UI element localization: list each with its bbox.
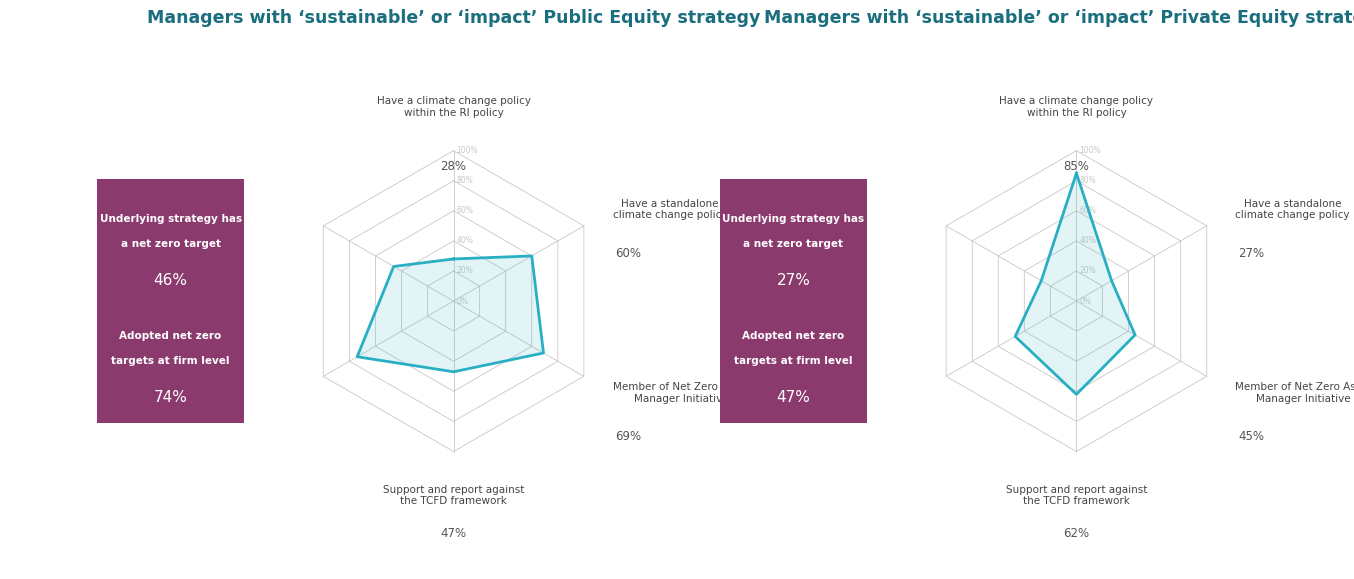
Text: Member of Net Zero Asset
Manager Initiative: Member of Net Zero Asset Manager Initiat… [612, 382, 749, 404]
Text: 74%: 74% [153, 390, 188, 405]
Text: 60%: 60% [1079, 206, 1097, 215]
Text: Have a standalone
climate change policy: Have a standalone climate change policy [612, 199, 727, 220]
Text: Managers with ‘sustainable’ or ‘impact’ Private Equity strategy: Managers with ‘sustainable’ or ‘impact’ … [765, 9, 1354, 27]
Text: 28%: 28% [440, 160, 467, 173]
Text: 80%: 80% [456, 176, 474, 185]
Text: 85%: 85% [1063, 160, 1090, 173]
Polygon shape [1016, 173, 1135, 394]
Text: 100%: 100% [456, 146, 478, 155]
Text: 45%: 45% [1239, 430, 1265, 444]
Text: Underlying strategy has: Underlying strategy has [100, 214, 241, 225]
Text: Have a standalone
climate change policy: Have a standalone climate change policy [1235, 199, 1350, 220]
Text: Adopted net zero: Adopted net zero [742, 331, 845, 342]
Text: Support and report against
the TCFD framework: Support and report against the TCFD fram… [1006, 485, 1147, 506]
Text: 60%: 60% [616, 247, 642, 260]
Text: 60%: 60% [456, 206, 474, 215]
Text: 27%: 27% [776, 273, 811, 288]
Text: targets at firm level: targets at firm level [734, 356, 853, 366]
Text: 69%: 69% [616, 430, 642, 444]
Text: Have a climate change policy
within the RI policy: Have a climate change policy within the … [376, 96, 531, 118]
Text: Member of Net Zero Asset
Manager Initiative: Member of Net Zero Asset Manager Initiat… [1235, 382, 1354, 404]
Text: Adopted net zero: Adopted net zero [119, 331, 222, 342]
Text: 47%: 47% [440, 527, 467, 540]
Text: 20%: 20% [456, 266, 474, 276]
Text: targets at firm level: targets at firm level [111, 356, 230, 366]
Text: 80%: 80% [1079, 176, 1097, 185]
Text: 0%: 0% [1079, 296, 1091, 306]
Text: 62%: 62% [1063, 527, 1090, 540]
Text: 20%: 20% [1079, 266, 1097, 276]
Text: a net zero target: a net zero target [121, 239, 221, 249]
Polygon shape [357, 256, 543, 372]
Text: a net zero target: a net zero target [743, 239, 844, 249]
Text: 46%: 46% [153, 273, 188, 288]
Text: 27%: 27% [1239, 247, 1265, 260]
Text: Underlying strategy has: Underlying strategy has [723, 214, 864, 225]
Text: 47%: 47% [776, 390, 811, 405]
Text: 40%: 40% [1079, 236, 1097, 245]
Text: Have a climate change policy
within the RI policy: Have a climate change policy within the … [999, 96, 1154, 118]
Text: 40%: 40% [456, 236, 474, 245]
Text: 0%: 0% [456, 296, 468, 306]
Text: Support and report against
the TCFD framework: Support and report against the TCFD fram… [383, 485, 524, 506]
Text: 100%: 100% [1079, 146, 1101, 155]
Text: Managers with ‘sustainable’ or ‘impact’ Public Equity strategy: Managers with ‘sustainable’ or ‘impact’ … [146, 9, 761, 27]
